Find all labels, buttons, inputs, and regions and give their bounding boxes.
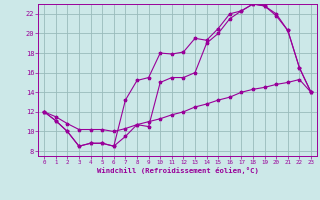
X-axis label: Windchill (Refroidissement éolien,°C): Windchill (Refroidissement éolien,°C) xyxy=(97,167,259,174)
